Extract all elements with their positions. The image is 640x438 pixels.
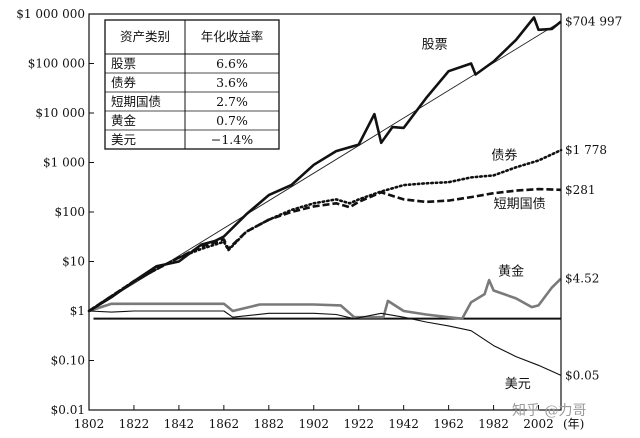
y-tick-label: $0.01 [51, 403, 85, 417]
y-tick-label: $10 000 [35, 106, 85, 120]
y-tick-label: $0.10 [51, 354, 85, 368]
table-cell: 0.7% [216, 113, 248, 128]
end-value-label: $1 778 [565, 143, 607, 157]
table-cell: 2.7% [216, 94, 248, 109]
table-cell: −1.4% [211, 132, 253, 147]
table-frame [104, 19, 280, 150]
x-tick-label: 1802 [74, 417, 105, 431]
series-line-债券 [87, 148, 563, 313]
series-name-label: 短期国债 [494, 197, 546, 212]
end-value-label: $704 997 [565, 15, 622, 29]
y-tick-label: $1 [70, 304, 85, 318]
plot-area [87, 16, 563, 376]
y-tick-label: $1 000 000 [16, 7, 85, 21]
end-value-label: $0.05 [565, 368, 599, 382]
x-tick-label: 1842 [164, 417, 195, 431]
x-unit-label: (年) [563, 417, 584, 431]
series-line-黄金 [88, 277, 562, 321]
table-header: 年化收益率 [201, 29, 264, 44]
x-tick-label: 1862 [209, 417, 240, 431]
x-tick-label: 1982 [478, 417, 509, 431]
y-tick-label: $100 [54, 205, 85, 219]
table-cell: 黄金 [111, 113, 137, 128]
y-tick-label: $1 000 [43, 156, 85, 170]
series-name-label: 黄金 [498, 264, 524, 280]
series-name-label: 股票 [422, 38, 448, 53]
axes: $1 000 000 $100 000 $10 000 $1 000 $100 $10 $1… [16, 7, 584, 431]
table-header: 资产类别 [120, 29, 170, 44]
series-name-label: 美元 [505, 377, 531, 392]
x-tick-label: 1902 [298, 417, 329, 431]
table-cell: 6.6% [216, 56, 248, 71]
x-tick-label: 1962 [433, 417, 464, 431]
x-tick-label: 1882 [254, 417, 285, 431]
table-cell: 美元 [111, 132, 136, 147]
table-cell: 3.6% [216, 75, 248, 90]
x-tick-label: 2002 [523, 417, 554, 431]
end-value-label: $281 [565, 183, 596, 197]
end-value-label: $4.52 [565, 272, 599, 286]
table-cell: 股票 [111, 56, 136, 71]
y-tick-label: $100 000 [28, 57, 85, 71]
watermark: 知乎 @力哥 [512, 402, 586, 419]
table-cell: 短期国债 [111, 94, 161, 109]
series-line-美元 [88, 310, 562, 376]
x-tick-label: 1942 [388, 417, 419, 431]
x-tick-label: 1822 [119, 417, 150, 431]
x-tick-label: 1922 [343, 417, 374, 431]
table-cell: 债券 [111, 75, 137, 90]
series-name-label: 债券 [491, 147, 517, 163]
y-tick-label: $10 [62, 255, 85, 269]
series-line-短期国债 [88, 187, 562, 313]
series-line-股票 [88, 16, 562, 313]
